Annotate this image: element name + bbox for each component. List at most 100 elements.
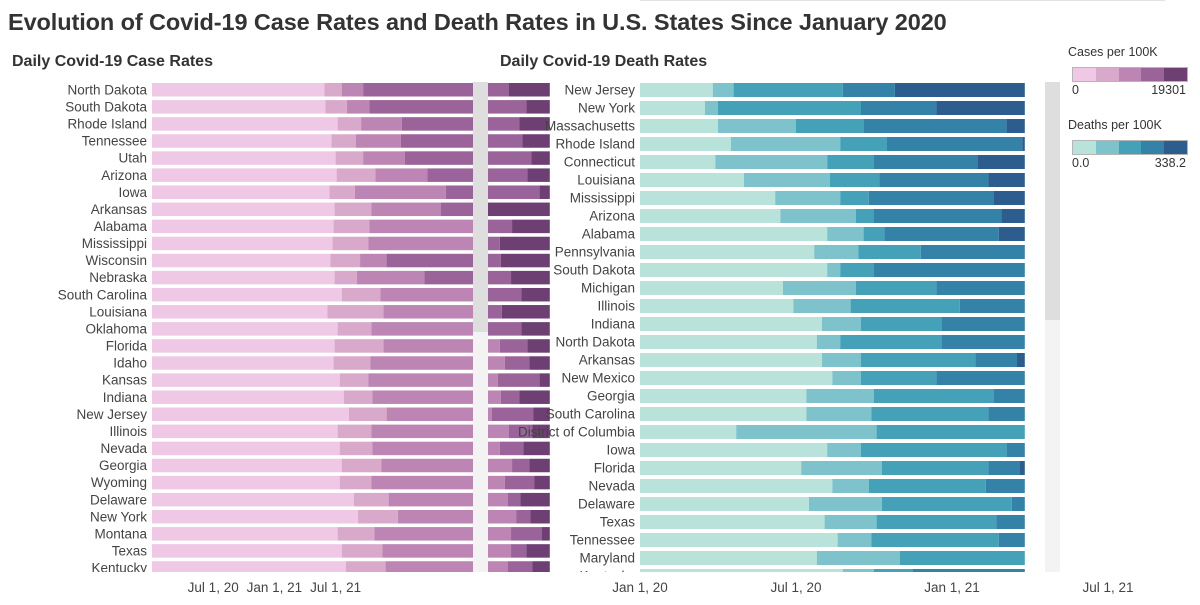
cases-bar-segment [152, 151, 336, 165]
cases-category-label: Indiana [103, 390, 148, 405]
cases-legend-title: Cases per 100K [1068, 45, 1158, 59]
cases-bar-segment [369, 219, 481, 234]
deaths-bar-segment [715, 155, 828, 169]
cases-bar-segment [526, 100, 550, 114]
cases-bar-segment [386, 253, 501, 268]
deaths-bar-segment [874, 389, 994, 403]
deaths-bar-segment [783, 281, 856, 295]
cases-bar-segment [499, 236, 550, 251]
deaths-category-label: Georgia [587, 389, 636, 404]
cases-category-label: Illinois [109, 424, 147, 439]
cases-scrollbar[interactable] [473, 82, 488, 572]
deaths-bar-segment [861, 443, 1007, 457]
cases-bar-segment [152, 253, 331, 268]
cases-bar-segment [380, 287, 479, 302]
cases-bar-segment [333, 356, 371, 370]
deaths-bar-segment [824, 515, 877, 529]
deaths-bar-segment [894, 83, 1025, 97]
deaths-bar-segment [640, 191, 776, 205]
deaths-category-label: New Jersey [564, 83, 635, 98]
deaths-bar-segment [640, 407, 807, 421]
cases-bar-segment [152, 390, 344, 404]
cases-bar-segment [480, 219, 513, 234]
deaths-bar-segment [936, 371, 1025, 385]
cases-bar-segment [152, 83, 325, 97]
deaths-bar-segment [733, 83, 843, 97]
deaths-category-label: Arizona [589, 209, 635, 224]
deaths-bar-segment [780, 209, 856, 223]
deaths-bar-segment [1017, 353, 1025, 367]
deaths-bar-segment [640, 335, 817, 349]
deaths-bar-segment [640, 551, 817, 565]
title-divider [640, 0, 1165, 1]
deaths-bars-group: New Jersey New York Massachusetts Rhode Isl… [518, 83, 1025, 572]
deaths-panel-title: Daily Covid-19 Death Rates [500, 53, 708, 70]
deaths-bar-segment [640, 227, 828, 241]
cases-bar-segment [152, 424, 338, 439]
deaths-bar-segment [887, 137, 1023, 151]
cases-category-label: Florida [106, 339, 148, 354]
cases-bar-segment [383, 339, 500, 353]
deaths-legend-color-ramp [1072, 140, 1188, 155]
cases-bar-segment [516, 510, 531, 524]
deaths-scrollbar-thumb[interactable] [1045, 82, 1060, 320]
cases-category-label: Delaware [90, 492, 147, 507]
deaths-legend-swatch [1164, 141, 1187, 154]
deaths-axis-tick-label: Jul 1, 20 [770, 580, 821, 595]
cases-bar-segment [532, 424, 550, 439]
deaths-legend-title: Deaths per 100K [1068, 118, 1162, 132]
cases-bar-segment [358, 510, 398, 524]
deaths-bar-segment [1006, 443, 1025, 457]
cases-bar-segment [361, 117, 402, 131]
cases-legend-color-ramp [1072, 67, 1188, 82]
cases-bar-segment [339, 441, 373, 456]
deaths-legend-max: 338.2 [1154, 156, 1186, 170]
deaths-bar-segment [978, 155, 1025, 169]
cases-scrollbar-thumb[interactable] [473, 82, 488, 332]
cases-bar-segment [152, 356, 334, 370]
deaths-bar-segment [640, 281, 783, 295]
cases-bar-segment [341, 544, 383, 558]
deaths-bar-segment [832, 371, 861, 385]
deaths-bar-segment [640, 389, 807, 403]
deaths-bar-segment [861, 317, 942, 331]
deaths-category-label: North Dakota [555, 335, 635, 350]
deaths-bar-segment [988, 461, 1020, 475]
deaths-bar-segment [712, 83, 734, 97]
cases-bar-segment [522, 134, 550, 148]
cases-bar-segment [363, 83, 509, 97]
cases-bar-segment [499, 339, 528, 353]
deaths-bar-segment [840, 335, 942, 349]
deaths-bar-segment [863, 227, 885, 241]
deaths-bar-segment [640, 101, 705, 115]
cases-legend-max: 19301 [1151, 83, 1186, 97]
deaths-bar-segment [640, 173, 744, 187]
cases-category-label: Wisconsin [85, 253, 147, 268]
deaths-bar-segment [868, 191, 994, 205]
cases-legend-swatch [1141, 68, 1165, 81]
cases-category-label: Wyoming [91, 475, 147, 490]
cases-bar-segment [523, 441, 550, 456]
cases-bar-segment [400, 134, 523, 148]
deaths-bar-segment [840, 137, 887, 151]
deaths-scrollbar[interactable] [1045, 82, 1060, 572]
cases-category-label: Nebraska [89, 270, 147, 285]
cases-category-label: Utah [118, 151, 147, 166]
cases-bar-segment [152, 475, 340, 490]
cases-bar-segment [346, 100, 370, 114]
cases-panel-title: Daily Covid-19 Case Rates [12, 53, 213, 70]
cases-bar-segment [526, 544, 550, 558]
cases-bar-segment [339, 373, 369, 387]
cases-bar-segment [372, 441, 500, 456]
cases-bar-segment [529, 458, 550, 473]
deaths-bar-segment [775, 191, 841, 205]
deaths-bar-segment [871, 407, 989, 421]
cases-bar-segment [345, 561, 386, 572]
cases-category-label: Arkansas [91, 202, 148, 217]
cases-legend-swatch [1118, 68, 1142, 81]
deaths-bar-segment [705, 101, 718, 115]
cases-category-label: Mississippi [82, 236, 147, 251]
cases-bar-segment [375, 168, 428, 182]
deaths-bar-segment [1001, 209, 1025, 223]
deaths-bar-segment [837, 533, 872, 547]
